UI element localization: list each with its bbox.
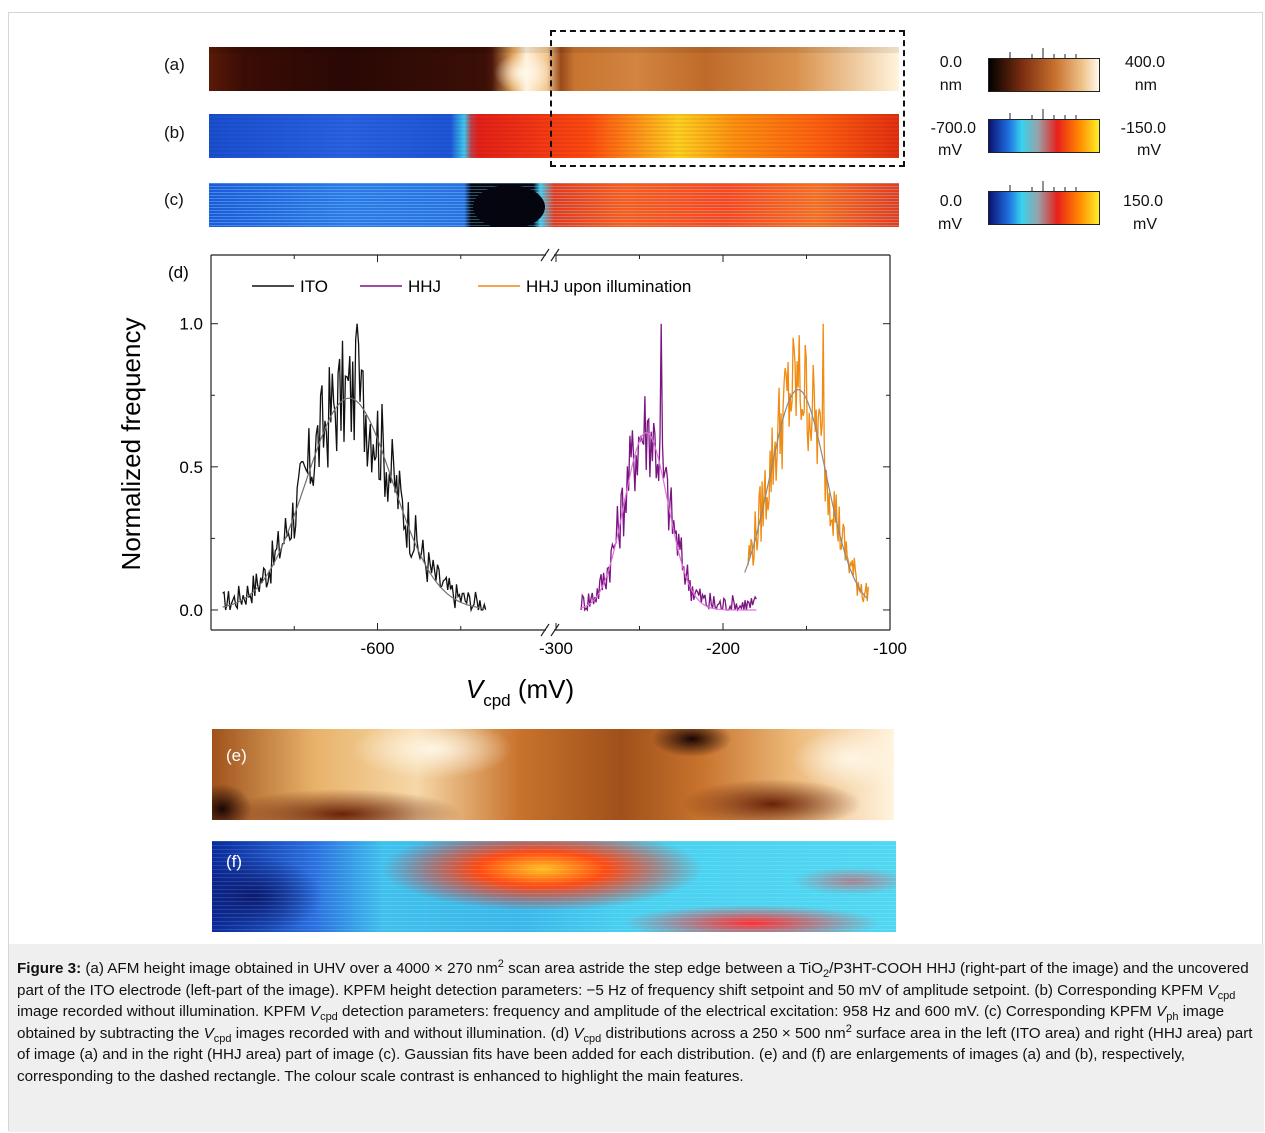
caption-text: /P3HT-COOH HHJ (right-part of the image)… [17, 960, 1249, 999]
x-axis-label-main: V [466, 674, 486, 704]
caption-text: (a) AFM height image obtained in UHV ove… [81, 960, 498, 977]
caption-sub: ph [1166, 1011, 1179, 1024]
y-tick-label: 0.0 [179, 601, 203, 620]
caption-text: images recorded with and without illumin… [231, 1024, 574, 1042]
caption-figure-label: Figure 3: [17, 960, 82, 977]
x-axis-label-unit: (mV) [511, 674, 575, 704]
legend-entry: HHJ upon illumination [526, 277, 691, 296]
caption-var: V [1207, 981, 1218, 999]
caption-text: surface area in the left (ITO area) and … [17, 1024, 1253, 1085]
caption-var: V [573, 1024, 584, 1042]
scale-a-min: 0.0 [939, 54, 962, 71]
panel-f-label: (f) [226, 852, 243, 871]
x-axis-label-sub: cpd [483, 691, 510, 710]
scale-a-max-unit: nm [1134, 77, 1157, 94]
x-tick-label: -600 [360, 639, 394, 658]
legend-entry: HHJ [408, 277, 441, 296]
caption-text: distributions across a 250 × 500 nm [601, 1024, 846, 1042]
colorbar-c [988, 181, 1100, 225]
vcpd-distribution-chart: 0.0 0.5 1.0 -600 -300 -200 -100 ITO HHJ HHJ upon … [116, 248, 907, 710]
caption-sub: cpd [213, 1032, 232, 1045]
series-line-ito [222, 323, 487, 613]
scale-c-max-unit: mV [1133, 216, 1157, 233]
caption-text: image obtained by subtracting the [17, 1003, 1225, 1042]
scale-a-min-unit: nm [939, 77, 962, 94]
x-tick-label: -100 [873, 639, 907, 658]
cpd-scan-image-b [209, 114, 899, 158]
x-tick-label: -300 [539, 639, 573, 658]
caption-sub: cpd [320, 1011, 338, 1024]
panel-b-label: (b) [164, 123, 185, 142]
y-tick-label: 0.5 [179, 458, 203, 477]
height-scan-image-a [209, 47, 899, 91]
panel-d-label: (d) [168, 263, 189, 282]
scale-c-max: 150.0 [1122, 193, 1163, 210]
vph-scan-image-c [209, 183, 899, 227]
colorbar-a [988, 48, 1100, 92]
scale-a-max: 400.0 [1124, 54, 1165, 71]
caption-sup: 2 [845, 1022, 852, 1035]
y-axis-label: Normalized frequency [116, 318, 146, 571]
panel-c-label: (c) [164, 190, 184, 209]
scale-c-min-unit: mV [938, 216, 962, 233]
series-line-hhj-upon-illumination [747, 323, 869, 603]
caption-sub: cpd [583, 1032, 602, 1045]
axis-break-mark [550, 248, 560, 262]
scale-b-min-unit: mV [938, 142, 962, 159]
x-tick-label: -200 [706, 639, 740, 658]
scale-b-min: -700.0 [930, 120, 976, 137]
y-tick-label: 1.0 [179, 315, 203, 334]
caption-text: scan area astride the step edge between … [503, 960, 824, 977]
panel-e-label: (e) [226, 746, 247, 765]
axis-break-mark [550, 623, 560, 637]
series-line-hhj [580, 323, 757, 612]
axis-break-mark [540, 623, 550, 637]
gaussian-fit-hhj-upon-illumination [744, 388, 868, 600]
figure-caption: Figure 3: (a) AFM height image obtained … [9, 944, 1264, 1132]
caption-var: V [309, 1003, 321, 1020]
enlargement-dashed-rectangle [550, 30, 905, 167]
caption-text: image recorded without illumination. KPF… [17, 1003, 310, 1020]
caption-sub: 2 [823, 968, 830, 981]
scale-b-max: -150.0 [1120, 120, 1166, 137]
colorbar-b [988, 109, 1100, 153]
axis-break-mark [540, 248, 550, 262]
caption-sup: 2 [497, 957, 504, 970]
gaussian-fit-hhj [580, 431, 757, 611]
caption-text: detection parameters: frequency and ampl… [337, 1003, 1157, 1020]
panel-a-label: (a) [164, 55, 185, 74]
x-axis-label: Vcpd (mV) [466, 674, 574, 710]
scale-c-min: 0.0 [939, 193, 962, 210]
gaussian-fit-ito [222, 397, 485, 609]
cpd-enlargement-f [212, 841, 896, 932]
caption-var: V [1156, 1003, 1167, 1020]
caption-var: V [203, 1024, 214, 1042]
height-enlargement-e [212, 729, 894, 820]
caption-sub: cpd [1217, 989, 1236, 1002]
legend-entry: ITO [300, 277, 328, 296]
scale-b-max-unit: mV [1137, 142, 1161, 159]
